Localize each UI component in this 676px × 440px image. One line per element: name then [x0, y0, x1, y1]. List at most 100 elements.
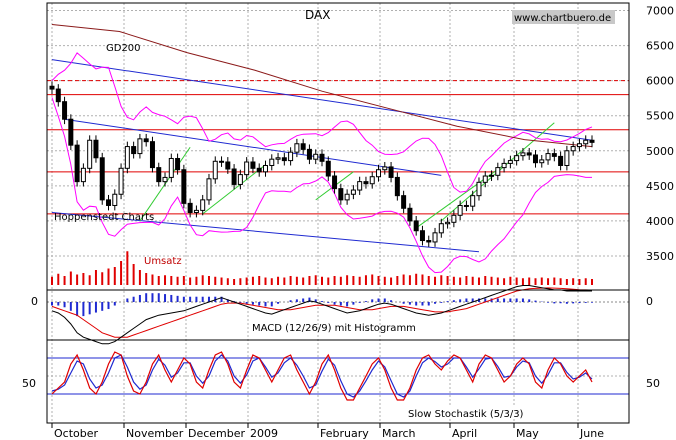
- candle-up: [570, 146, 576, 152]
- candle-down: [131, 146, 137, 155]
- price-tick-label: 4000: [646, 215, 674, 228]
- candle-up: [244, 161, 250, 176]
- bollinger-lower: [51, 97, 592, 274]
- candle-down: [532, 154, 538, 164]
- candle-up: [489, 174, 495, 177]
- candle-up: [507, 160, 513, 164]
- candle-down: [106, 199, 112, 206]
- candle-up: [501, 162, 507, 169]
- gd200-line: [51, 24, 593, 148]
- blue-trendline: [51, 211, 480, 253]
- x-tick-label: October: [54, 427, 98, 440]
- candle-up: [457, 204, 463, 216]
- macd-label: MACD (12/26/9) mit Histogramm: [252, 323, 416, 334]
- candle-up: [288, 151, 294, 162]
- candle-up: [262, 165, 268, 173]
- candle-down: [49, 85, 55, 90]
- candle-down: [526, 152, 532, 156]
- price-tick-label: 5000: [646, 145, 674, 158]
- candle-up: [470, 195, 476, 207]
- candle-up: [137, 138, 143, 155]
- candle-down: [156, 167, 162, 183]
- candle-down: [93, 139, 99, 159]
- candle-down: [463, 204, 469, 207]
- candle-up: [112, 193, 118, 206]
- candle-up: [382, 166, 388, 171]
- candle-up: [118, 167, 124, 195]
- x-tick-label: June: [579, 427, 604, 440]
- price-tick-label: 4500: [646, 180, 674, 193]
- candle-down: [426, 240, 432, 243]
- candle-up: [482, 175, 488, 183]
- stoch-label: Slow Stochastik (5/3/3): [408, 409, 524, 420]
- candle-down: [394, 176, 400, 197]
- x-tick-label: November: [126, 427, 184, 440]
- bollinger-bands: [51, 52, 593, 274]
- candle-up: [445, 221, 451, 225]
- candle-up: [369, 176, 375, 185]
- macd-panel: [47, 285, 629, 345]
- vertical-grid: [51, 3, 579, 423]
- stoch-k-line: [51, 351, 593, 401]
- candle-up: [545, 153, 551, 161]
- candle-down: [68, 118, 74, 146]
- candle-down: [551, 153, 557, 157]
- candle-up: [87, 139, 93, 169]
- candle-up: [80, 167, 86, 183]
- candle-down: [149, 141, 155, 169]
- candle-up: [583, 139, 589, 145]
- candle-down: [175, 157, 181, 171]
- blue-trendline: [51, 59, 593, 141]
- candle-up: [350, 189, 356, 195]
- candle-down: [143, 138, 149, 143]
- chart-frame: [46, 2, 630, 424]
- candle-down: [62, 101, 68, 120]
- stoch-label-bg: [406, 406, 520, 419]
- candle-down: [338, 188, 344, 201]
- candle-down: [55, 88, 61, 103]
- chart-title: DAX: [305, 8, 330, 22]
- candle-up: [275, 157, 281, 160]
- candle-down: [401, 195, 407, 209]
- candle-down: [388, 166, 394, 178]
- candle-up: [376, 169, 382, 178]
- candle-up: [432, 232, 438, 243]
- candle-down: [187, 202, 193, 213]
- volume-label: Umsatz: [144, 256, 182, 267]
- candle-up: [357, 181, 363, 191]
- source-badge-bg: [512, 10, 615, 24]
- candle-up: [206, 178, 212, 201]
- candle-up: [162, 176, 168, 183]
- source-label: www.chartbuero.de: [514, 13, 611, 24]
- price-tick-label: 5500: [646, 110, 674, 123]
- candle-down: [413, 220, 419, 232]
- candle-up: [451, 214, 457, 223]
- candle-up: [237, 174, 243, 185]
- price-tick-label: 3500: [646, 250, 674, 263]
- candle-up: [495, 167, 501, 176]
- stoch-d-line: [51, 354, 593, 398]
- macd-line: [51, 285, 592, 345]
- price-tick-label: 7000: [646, 5, 674, 18]
- stoch-tick-left: 50: [22, 377, 36, 390]
- candle-up: [124, 146, 130, 169]
- candle-up: [168, 157, 174, 178]
- candle-down: [306, 148, 312, 160]
- candle-up: [539, 159, 545, 164]
- macd-tick-right: 0: [646, 295, 653, 308]
- volume-bars: [51, 251, 593, 285]
- x-tick-label: December: [188, 427, 246, 440]
- axes: October November December 2009 February March…: [51, 5, 674, 440]
- candle-down: [250, 161, 256, 169]
- candle-up: [564, 150, 570, 167]
- price-tick-label: 6000: [646, 75, 674, 88]
- candle-down: [99, 157, 105, 201]
- candle-down: [300, 143, 306, 150]
- candle-up: [269, 158, 275, 167]
- candle-down: [74, 144, 80, 183]
- candle-down: [281, 157, 287, 162]
- candle-down: [325, 160, 331, 177]
- candle-down: [319, 153, 325, 162]
- candle-up: [200, 199, 206, 211]
